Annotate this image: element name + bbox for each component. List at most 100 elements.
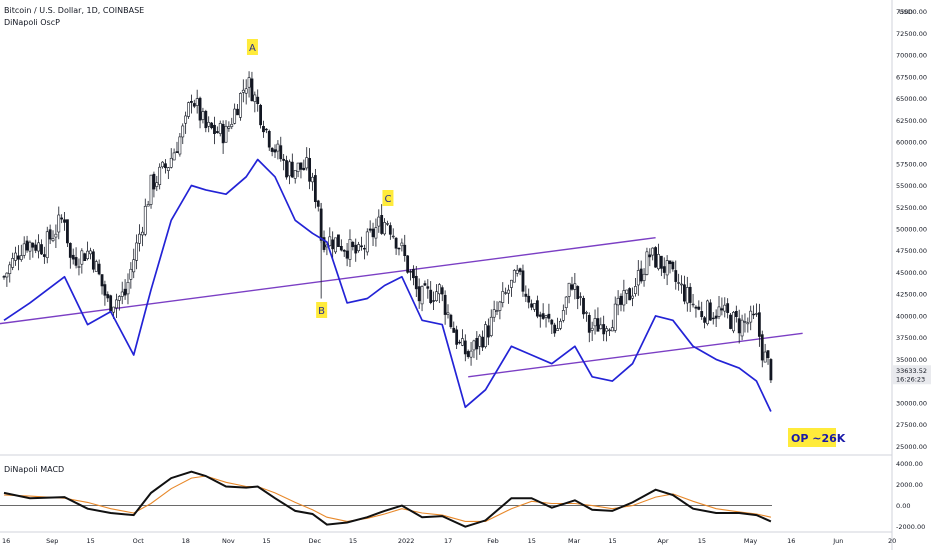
price-tick-label: 65000.00 — [896, 95, 927, 103]
candle-body — [412, 268, 415, 279]
candle-body — [123, 288, 127, 296]
candle — [510, 279, 513, 297]
candle-body — [342, 249, 346, 252]
candle — [221, 120, 225, 154]
candle-body — [302, 167, 306, 171]
candle-body — [708, 302, 712, 321]
candle — [521, 264, 525, 297]
candle-body — [109, 295, 113, 312]
candle-body — [236, 108, 239, 116]
candle — [19, 244, 23, 262]
price-tick-label: 62500.00 — [896, 117, 927, 125]
candle-body — [760, 334, 764, 361]
candle — [463, 334, 467, 362]
candle-body — [112, 306, 115, 313]
candle — [259, 103, 262, 129]
candle — [77, 258, 81, 276]
candle — [109, 294, 113, 312]
price-tick-label: 30000.00 — [896, 399, 927, 407]
candle-body — [409, 271, 412, 273]
candle-body — [530, 303, 534, 308]
candle-body — [264, 128, 268, 131]
candles-layer — [2, 71, 773, 384]
candle — [143, 198, 147, 237]
candle — [66, 219, 69, 248]
candle-body — [192, 103, 196, 107]
candle-body — [550, 319, 554, 325]
time-tick-label: May — [744, 537, 758, 545]
candle-body — [541, 313, 545, 319]
candle-body — [22, 243, 26, 256]
candle-body — [749, 310, 753, 323]
candle — [437, 283, 441, 304]
candle-body — [40, 244, 43, 255]
candle — [507, 284, 510, 304]
candle-body — [755, 313, 758, 315]
candle-body — [71, 254, 75, 260]
candle — [282, 154, 286, 171]
candle-body — [397, 247, 401, 250]
candle-body — [68, 243, 72, 258]
candle — [397, 247, 401, 256]
candle-body — [345, 250, 349, 259]
candle — [766, 350, 770, 365]
candle-body — [224, 125, 228, 143]
candle — [210, 122, 213, 130]
candle — [253, 91, 257, 113]
candle — [668, 260, 672, 274]
candle-body — [423, 283, 427, 286]
candle — [17, 245, 20, 271]
candle-body — [383, 222, 386, 235]
candle — [178, 132, 182, 157]
candle — [91, 249, 95, 273]
candle-body — [478, 335, 482, 347]
candle — [8, 261, 12, 283]
candle-body — [388, 225, 392, 235]
candle-body — [564, 296, 568, 308]
candle — [587, 312, 591, 343]
candle-body — [538, 314, 542, 317]
candle — [63, 211, 66, 231]
candle-body — [80, 250, 84, 265]
candle-body — [247, 77, 251, 88]
candle — [51, 230, 55, 243]
candle — [478, 334, 482, 355]
candle — [680, 275, 683, 294]
candle-body — [544, 315, 548, 318]
candle — [190, 94, 193, 114]
candle — [498, 300, 502, 320]
candle-body — [743, 321, 747, 323]
candle — [697, 300, 701, 311]
candle — [337, 234, 340, 247]
candle-body — [45, 231, 49, 258]
candle — [149, 174, 153, 209]
candle — [94, 259, 98, 272]
candle-body — [579, 296, 583, 298]
last-price-box — [893, 365, 931, 385]
candle — [740, 314, 744, 341]
candle-body — [437, 284, 441, 295]
candle — [544, 314, 548, 328]
candle — [172, 148, 176, 161]
candle-body — [115, 299, 118, 309]
candle-body — [752, 313, 756, 316]
candle — [135, 234, 139, 270]
candle — [152, 171, 156, 198]
candle-body — [729, 314, 732, 329]
candle-body — [665, 260, 669, 276]
candle — [593, 309, 597, 335]
candle-body — [553, 324, 557, 334]
time-tick-label: 17 — [444, 537, 452, 545]
candle — [383, 218, 386, 236]
candle — [339, 239, 343, 252]
candle — [388, 222, 392, 240]
candle-body — [763, 351, 767, 363]
candle-body — [241, 89, 245, 93]
candle — [564, 296, 568, 315]
candle-body — [452, 327, 456, 333]
candle-body — [394, 237, 398, 249]
price-tick-label: 35000.00 — [896, 356, 927, 364]
candle — [723, 297, 727, 318]
candle-body — [313, 175, 317, 202]
